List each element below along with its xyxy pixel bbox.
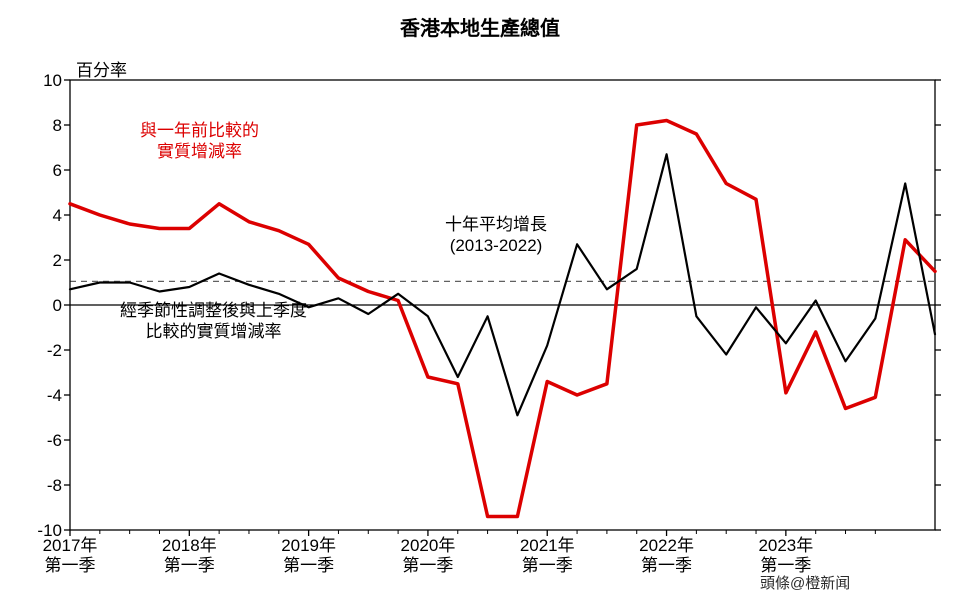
- y-tick-label: -4: [24, 386, 62, 406]
- series-label-qoq: 經季節性調整後與上季度 比較的實質增減率: [120, 300, 307, 343]
- y-tick-label: 2: [24, 251, 62, 271]
- x-tick-label: 2017年 第一季: [20, 536, 120, 577]
- y-tick-label: 8: [24, 116, 62, 136]
- y-tick-label: 4: [24, 206, 62, 226]
- y-tick-label: -8: [24, 476, 62, 496]
- x-tick-label: 2022年 第一季: [617, 536, 717, 577]
- y-tick-label: 6: [24, 161, 62, 181]
- annotation-avg-growth: 十年平均增長 (2013-2022): [445, 214, 547, 257]
- series-label-yoy: 與一年前比較的 實質增減率: [140, 120, 259, 163]
- y-tick-label: -2: [24, 341, 62, 361]
- y-tick-label: 0: [24, 296, 62, 316]
- x-tick-label: 2018年 第一季: [139, 536, 239, 577]
- y-tick-label: 10: [24, 71, 62, 91]
- x-tick-label: 2023年 第一季: [736, 536, 836, 577]
- y-tick-label: -6: [24, 431, 62, 451]
- x-tick-label: 2021年 第一季: [497, 536, 597, 577]
- x-tick-label: 2019年 第一季: [259, 536, 359, 577]
- series-qoq: [70, 154, 935, 415]
- x-tick-label: 2020年 第一季: [378, 536, 478, 577]
